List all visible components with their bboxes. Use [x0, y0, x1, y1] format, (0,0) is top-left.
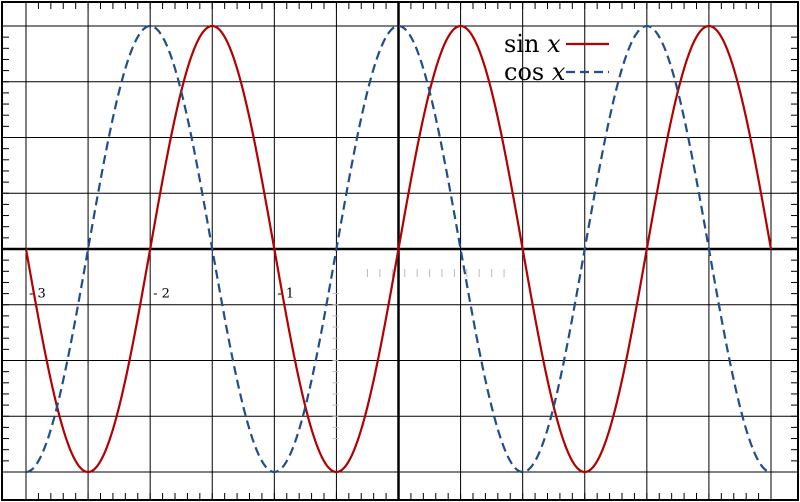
legend-label-sin: sin x: [504, 30, 561, 58]
x-tick-label: - 3: [29, 287, 46, 302]
series-cos-line: [25, 24, 772, 474]
x-tick-label: - 2: [153, 287, 170, 302]
x-tick-label: - 1: [277, 287, 294, 302]
series-sin-line: [24, 24, 773, 474]
tick-labels: - 3 - 2 - 1: [29, 287, 294, 302]
legend-label-cos: cos x: [504, 58, 566, 86]
curves: [24, 24, 773, 474]
